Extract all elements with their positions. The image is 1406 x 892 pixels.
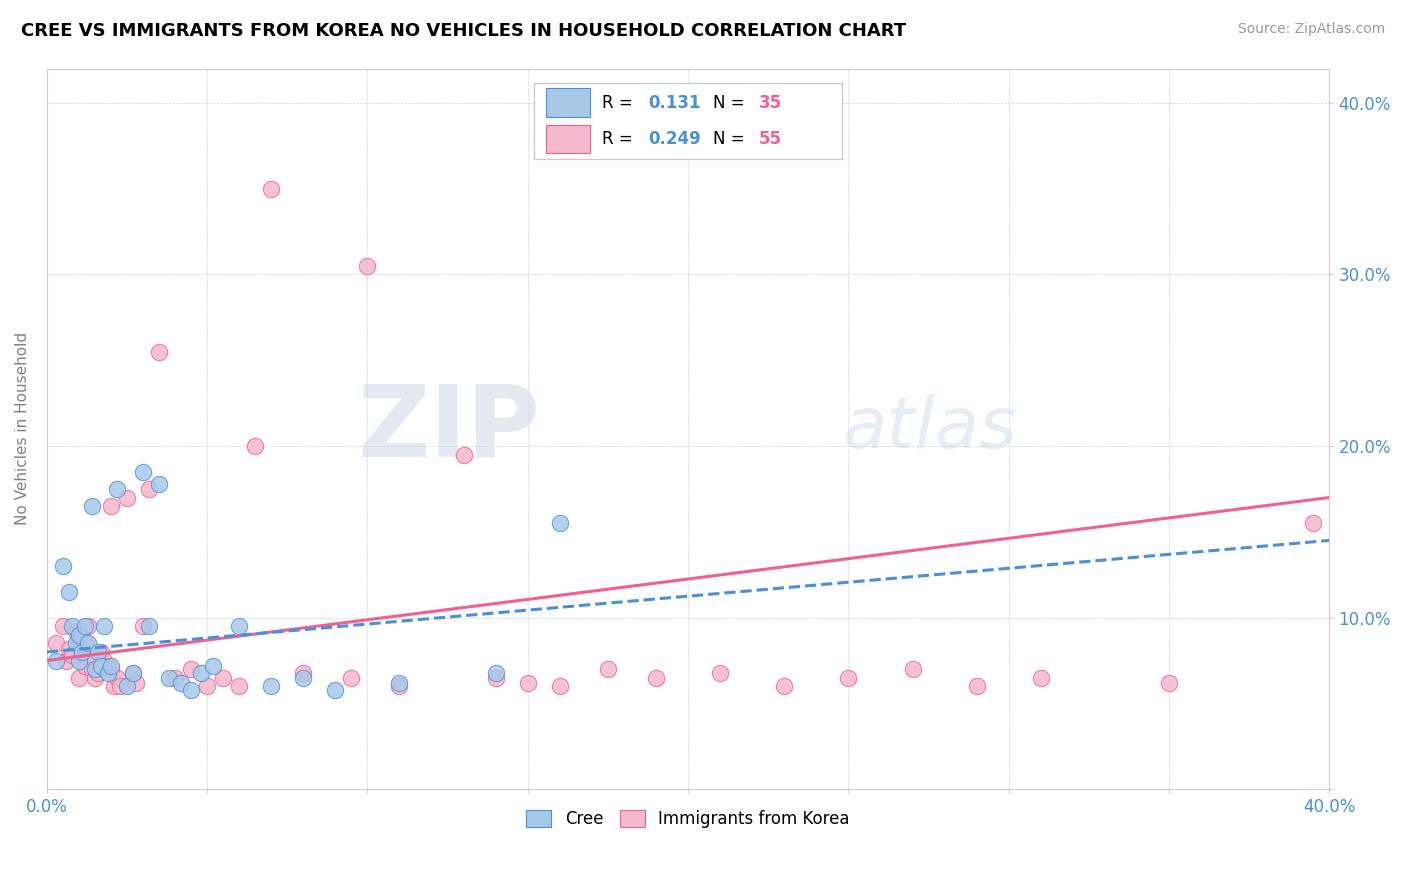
Point [122,665,145,680]
Point [323,682,346,697]
Point [97,665,120,680]
Point [100,658,122,673]
Y-axis label: No Vehicles in Household: No Vehicles in Household [15,333,30,525]
Point [453,448,475,462]
Point [93,653,115,667]
Point [132,619,155,633]
Point [80,662,103,676]
Point [292,671,315,685]
Point [70,645,93,659]
Point [83,662,105,676]
Point [243,439,266,453]
Point [52,559,75,574]
Point [485,671,508,685]
Point [228,619,250,633]
Point [148,476,170,491]
Point [80,499,103,513]
Point [110,679,132,693]
Point [75,636,97,650]
Point [645,671,668,685]
Point [87,645,110,659]
Point [260,181,283,195]
Point [485,665,508,680]
Point [45,636,67,650]
Point [105,671,128,685]
Point [83,671,105,685]
Text: CREE VS IMMIGRANTS FROM KOREA NO VEHICLES IN HOUSEHOLD CORRELATION CHART: CREE VS IMMIGRANTS FROM KOREA NO VEHICLE… [21,22,907,40]
Point [340,671,363,685]
Point [1302,516,1324,531]
Point [548,679,571,693]
Point [58,641,80,656]
Point [138,482,160,496]
Point [67,653,90,667]
Point [93,619,115,633]
Point [83,653,105,667]
Point [87,665,110,680]
Point [90,658,112,673]
Point [388,676,411,690]
Point [97,658,120,673]
Point [170,676,193,690]
Point [75,619,97,633]
Point [65,636,87,650]
Point [77,619,100,633]
Text: Source: ZipAtlas.com: Source: ZipAtlas.com [1237,22,1385,37]
Point [180,662,202,676]
Point [195,679,218,693]
Point [138,619,160,633]
Point [100,499,122,513]
Point [90,645,112,659]
Point [292,665,315,680]
Point [45,653,67,667]
Point [122,665,145,680]
Point [596,662,619,676]
Point [105,482,128,496]
Point [709,665,731,680]
Point [60,648,83,663]
Point [901,662,924,676]
Point [132,465,155,479]
Point [58,585,80,599]
Point [1159,676,1181,690]
Point [103,679,125,693]
Point [125,676,148,690]
Point [1029,671,1052,685]
Legend: Cree, Immigrants from Korea: Cree, Immigrants from Korea [520,804,856,835]
Point [115,679,138,693]
Point [548,516,571,531]
Point [180,682,202,697]
Point [148,344,170,359]
Point [60,619,83,633]
Point [65,624,87,639]
Point [52,619,75,633]
Point [70,645,93,659]
Point [202,658,225,673]
Point [67,671,90,685]
Point [67,628,90,642]
Point [260,679,283,693]
Point [966,679,988,693]
Point [77,636,100,650]
Point [115,491,138,505]
Point [100,662,122,676]
Point [356,259,378,273]
Point [190,665,212,680]
Point [157,671,180,685]
Point [516,676,538,690]
Point [67,631,90,645]
Point [228,679,250,693]
Point [388,679,411,693]
Text: ZIP: ZIP [357,380,540,477]
Point [163,671,186,685]
Point [837,671,859,685]
Point [55,653,77,667]
Point [75,658,97,673]
Point [773,679,796,693]
Point [212,671,235,685]
Text: atlas: atlas [842,394,1017,463]
